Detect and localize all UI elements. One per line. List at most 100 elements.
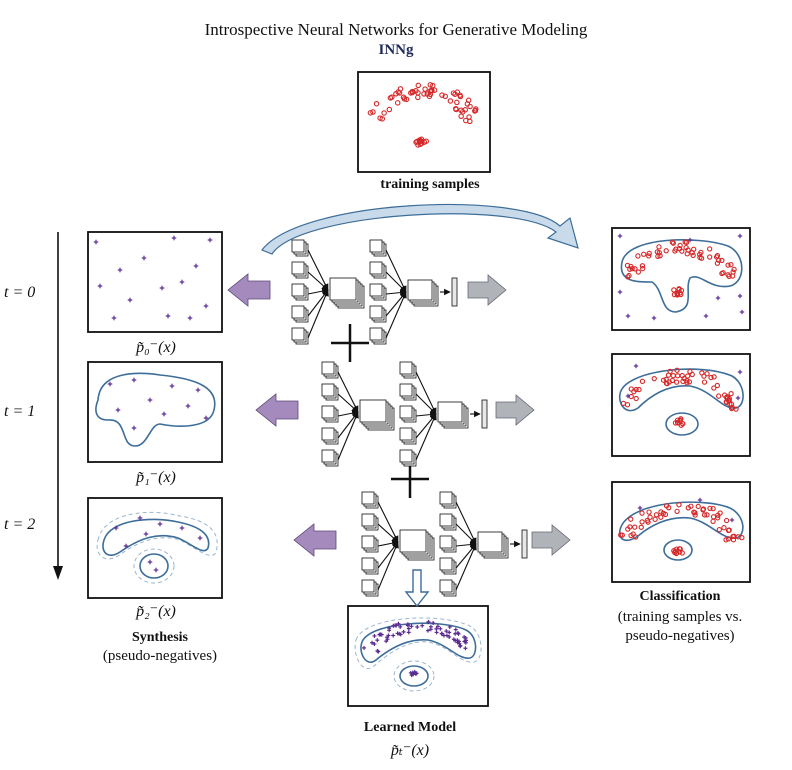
negative-sample: [171, 235, 177, 241]
positive-sample: [625, 274, 631, 280]
positive-sample: [646, 509, 652, 515]
negative-sample: [97, 283, 103, 289]
cnn-stage-0: [291, 239, 458, 345]
positive-sample: [439, 92, 445, 98]
figure-title: Introspective Neural Networks for Genera…: [204, 20, 588, 39]
positive-sample: [427, 82, 434, 88]
negative-sample: [737, 233, 743, 239]
positive-sample: [710, 518, 716, 524]
negative-sample: [193, 263, 199, 269]
negative-sample: [165, 313, 171, 319]
negative-sample: [451, 637, 456, 642]
panel-classification-t1: [611, 353, 751, 457]
positive-sample: [628, 532, 634, 539]
positive-sample: [673, 550, 680, 557]
negative-sample: [453, 631, 458, 636]
negative-sample: [737, 293, 743, 299]
positive-sample: [696, 251, 703, 258]
negative-sample: [439, 631, 444, 636]
positive-sample: [463, 117, 469, 124]
negative-sample: [362, 645, 367, 650]
cnn-stage-1: [321, 361, 488, 467]
positive-sample: [695, 503, 701, 510]
positive-sample: [442, 93, 448, 100]
positive-sample: [676, 502, 682, 508]
positive-sample: [726, 273, 732, 279]
positive-sample: [716, 393, 722, 399]
positive-sample: [629, 265, 635, 272]
positive-sample: [662, 511, 669, 518]
positive-sample: [688, 503, 694, 509]
positive-sample: [700, 506, 707, 512]
positive-sample: [731, 533, 737, 539]
arrow-to-learned-model: [404, 569, 430, 608]
negative-sample: [435, 624, 440, 629]
positive-sample: [458, 113, 464, 120]
positive-sample: [676, 286, 682, 292]
negative-sample: [415, 624, 420, 629]
negative-sample: [375, 648, 380, 653]
positive-sample: [453, 106, 459, 113]
positive-sample: [716, 526, 722, 533]
negative-sample: [169, 383, 175, 389]
positive-sample: [633, 534, 639, 540]
positive-sample: [672, 248, 678, 254]
positive-sample: [721, 392, 728, 398]
positive-sample: [711, 374, 717, 380]
positive-sample: [701, 373, 707, 379]
negative-sample: [687, 237, 693, 243]
positive-sample: [683, 244, 689, 251]
negative-sample: [637, 505, 643, 511]
negative-sample: [425, 628, 430, 633]
negative-sample: [438, 626, 443, 631]
panel-classification-t2: [611, 481, 751, 583]
negative-sample: [207, 237, 213, 243]
positive-sample: [627, 524, 633, 530]
positive-sample: [728, 405, 735, 412]
negative-sample: [464, 638, 469, 643]
positive-sample: [697, 254, 703, 261]
negative-sample: [195, 387, 201, 393]
positive-sample: [454, 99, 460, 106]
positive-sample: [701, 512, 708, 518]
time-label-1: t = 1: [4, 403, 36, 420]
negative-sample: [617, 233, 623, 239]
positive-sample: [377, 115, 383, 121]
negative-sample: [161, 411, 167, 417]
positive-sample: [680, 420, 686, 427]
dist-label-0: p̃₀⁻(x): [136, 339, 176, 356]
positive-sample: [679, 372, 685, 379]
positive-sample: [427, 88, 433, 94]
positive-sample: [672, 420, 679, 426]
negative-sample: [447, 634, 452, 639]
negative-sample: [405, 623, 410, 628]
negative-sample: [179, 279, 185, 285]
arrow-to-classification-1: [495, 394, 535, 426]
negative-sample: [187, 315, 193, 321]
positive-sample: [367, 110, 374, 116]
positive-sample: [423, 138, 429, 144]
classification-subtitle-2: pseudo-negatives): [625, 628, 735, 644]
positive-sample: [686, 379, 693, 385]
negative-sample: [203, 303, 209, 309]
negative-sample: [434, 626, 439, 631]
negative-sample: [375, 638, 380, 643]
positive-sample: [633, 395, 639, 402]
negative-sample: [197, 535, 203, 541]
positive-sample: [393, 91, 399, 97]
panel-classification-t0: [611, 227, 751, 331]
curved-arrow: [261, 203, 579, 255]
positive-sample: [426, 93, 433, 100]
positive-sample: [640, 265, 646, 272]
negative-sample: [159, 285, 165, 291]
negative-sample: [426, 619, 431, 624]
positive-sample: [674, 508, 680, 515]
positive-sample: [416, 139, 423, 145]
negative-sample: [372, 633, 377, 638]
negative-sample: [455, 638, 460, 643]
positive-sample: [670, 240, 677, 246]
negative-sample: [113, 525, 119, 531]
cnn-stage-2: [361, 491, 528, 597]
positive-sample: [658, 509, 664, 515]
positive-sample: [635, 253, 641, 259]
